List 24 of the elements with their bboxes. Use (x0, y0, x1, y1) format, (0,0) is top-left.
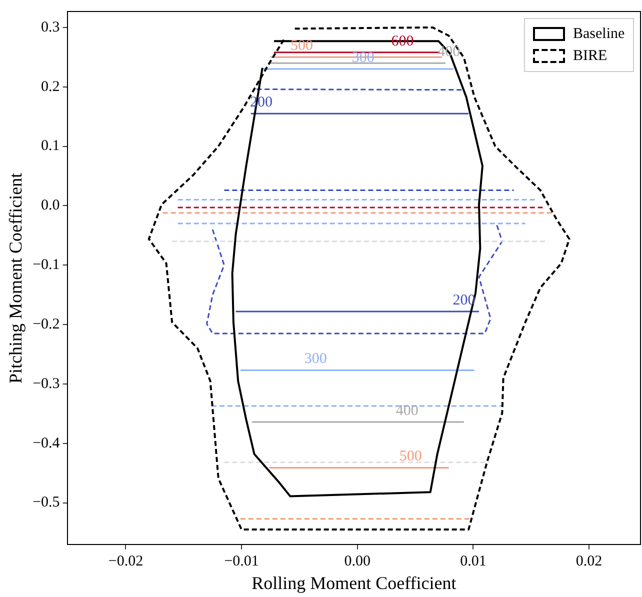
x-tick-label: 0.00 (344, 553, 371, 570)
x-tick-label: 0.02 (576, 553, 602, 570)
annotation: 500 (290, 38, 314, 54)
y-tick-label: 0.0 (41, 198, 60, 214)
y-tick-label: −0.3 (32, 376, 60, 392)
y-tick-label: −0.1 (32, 257, 60, 274)
line-series (148, 26, 570, 531)
annotation: 300 (304, 351, 327, 368)
line-series (206, 222, 503, 334)
x-tick-label: −0.01 (224, 553, 259, 570)
legend-label: BIRE (573, 48, 608, 64)
annotation: 500 (399, 448, 422, 465)
y-tick-label: −0.2 (32, 316, 60, 332)
legend-label: Baseline (573, 26, 625, 42)
y-tick-label: −0.5 (32, 494, 60, 511)
y-tick-label: 0.3 (41, 19, 60, 36)
y-tick-label: 0.1 (41, 138, 60, 154)
x-tick-label: −0.02 (108, 553, 144, 570)
y-tick-label: 0.2 (41, 78, 60, 95)
x-tick-label: 0.01 (460, 553, 486, 570)
y-tick-label: −0.4 (32, 435, 60, 452)
y-axis-title: Pitching Moment Coefficient (6, 172, 26, 384)
annotation: 400 (396, 402, 418, 419)
x-axis-title: Rolling Moment Coefficient (252, 572, 456, 593)
